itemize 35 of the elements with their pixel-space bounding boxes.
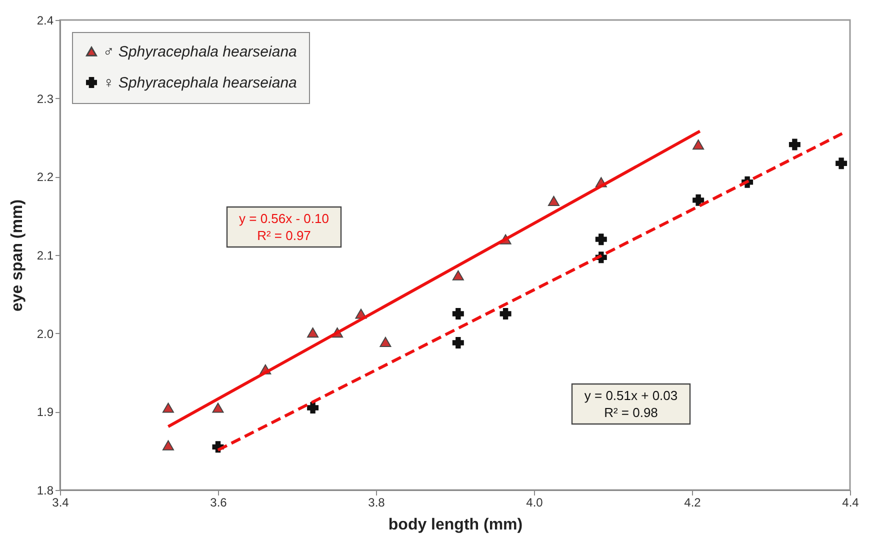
x-tick-label: 3.4 [52, 496, 70, 510]
point [452, 270, 464, 280]
point [548, 196, 560, 206]
y-tick-label: 2.0 [36, 326, 54, 341]
legend-label: ♀ Sphyracephala hearseiana [103, 74, 297, 92]
point [212, 402, 224, 413]
y-tick-label: 1.9 [36, 405, 54, 420]
legend-label: ♂ Sphyracephala hearseiana [103, 44, 297, 60]
annotation: y = 0.51x + 0.03 R² = 0.98 [584, 388, 678, 420]
point [595, 234, 607, 246]
point [162, 440, 174, 450]
y-tick-label: 2.2 [36, 170, 54, 184]
point [307, 328, 319, 338]
x-tick-label: 3.8 [368, 496, 386, 510]
y-tick-label: 2.3 [36, 92, 54, 106]
x-tick-label: 4.0 [526, 496, 544, 510]
y-axis-title: eye span (mm) [8, 199, 26, 312]
y-tick-label: 2.4 [36, 14, 54, 28]
point [500, 308, 512, 320]
point [452, 308, 464, 320]
y-tick-label: 2.1 [36, 248, 54, 262]
point [380, 336, 392, 347]
point [692, 194, 704, 206]
point [452, 336, 464, 348]
x-tick-label: 3.6 [210, 496, 228, 510]
point [307, 402, 319, 414]
point [692, 140, 704, 150]
y-tick-label: 1.8 [36, 484, 54, 498]
x-tick-label: 4.4 [842, 496, 860, 510]
point [788, 138, 800, 150]
annotation: y = 0.56x - 0.10 R² = 0.97 [239, 211, 329, 243]
x-axis-title: body length (mm) [388, 516, 523, 534]
x-tick-label: 4.2 [684, 496, 702, 510]
point [836, 158, 848, 170]
point [162, 402, 174, 413]
